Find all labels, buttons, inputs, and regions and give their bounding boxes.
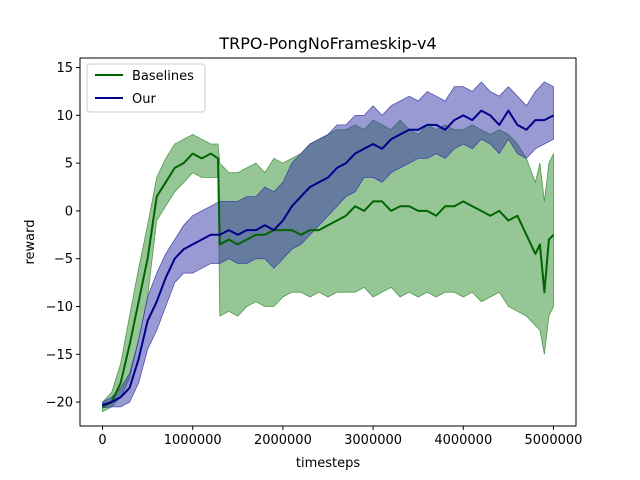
plot-frame — [79, 57, 577, 427]
x-tick-label: 5000000 — [525, 433, 583, 448]
band-baselines — [102, 119, 554, 413]
x-tick-label: 4000000 — [434, 433, 492, 448]
y-tick-label: 10 — [56, 109, 73, 124]
y-axis-ticks: −20 −15 −10 −5 0 5 10 15 — [46, 61, 80, 411]
legend: Baselines Our — [86, 63, 206, 113]
x-axis-ticks: 0 1000000 2000000 3000000 4000000 5000000 — [98, 426, 582, 448]
x-tick-label: 3000000 — [344, 433, 402, 448]
y-tick-label: −20 — [46, 396, 73, 411]
y-tick-label: −5 — [54, 252, 73, 267]
y-tick-label: 15 — [56, 61, 73, 76]
x-axis-label: timesteps — [296, 456, 360, 471]
legend-label-our: Our — [132, 92, 156, 107]
x-tick-label: 1000000 — [164, 433, 222, 448]
x-tick-label: 2000000 — [254, 433, 312, 448]
y-tick-label: −15 — [46, 348, 73, 363]
line-our — [102, 109, 554, 406]
legend-label-baselines: Baselines — [132, 69, 194, 84]
y-tick-label: 5 — [65, 157, 73, 172]
lines-layer — [102, 109, 555, 408]
y-tick-label: 0 — [65, 204, 73, 219]
x-tick-label: 0 — [98, 433, 106, 448]
chart-title: TRPO-PongNoFrameskip-v4 — [218, 34, 436, 53]
line-baselines — [102, 152, 555, 408]
y-tick-label: −10 — [46, 300, 73, 315]
y-axis-label: reward — [23, 219, 38, 264]
